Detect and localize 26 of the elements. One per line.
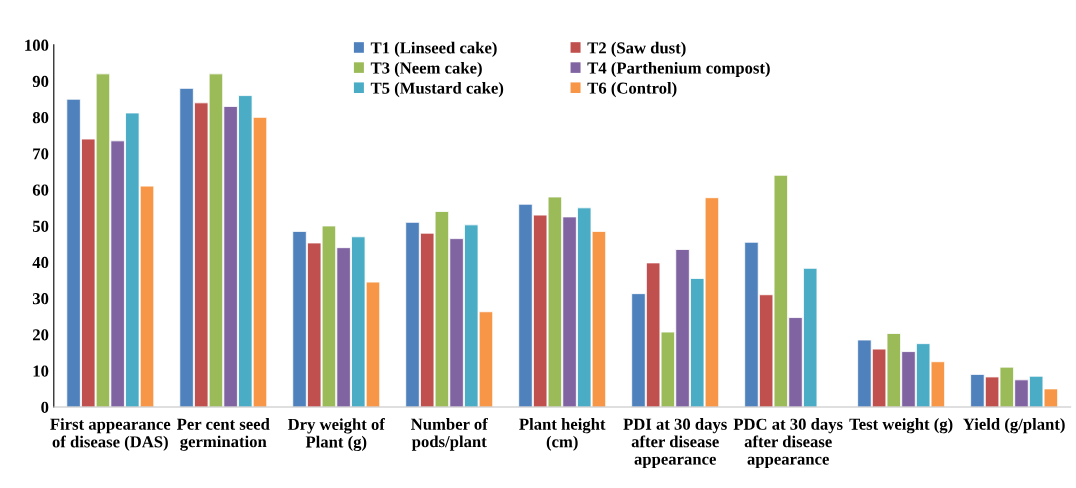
legend-label: T3 (Neem cake) (370, 61, 482, 78)
y-tick-label: 100 (25, 39, 49, 51)
y-tick-label: 40 (32, 256, 49, 269)
legend-label: T6 (Control) (587, 82, 677, 98)
x-tick-label: Number of pods/plant (411, 417, 488, 451)
y-tick-label: 60 (32, 184, 49, 196)
y-tick-label: 90 (32, 75, 49, 88)
y-tick-label: 50 (32, 220, 49, 232)
x-tick-label: Per cent seed germination (176, 418, 270, 451)
y-tick-label: 0 (41, 401, 49, 413)
y-tick-label: 30 (32, 293, 49, 305)
x-tick-label: PDC at 30 days after disease appearance (733, 418, 843, 469)
x-tick-label: PDI at 30 days after disease appearance (623, 418, 727, 469)
legend-label: T5 (Mustard cake) (370, 82, 504, 98)
y-tick-label: 20 (32, 329, 49, 341)
legend-label: T4 (Parthenium compost) (587, 61, 770, 78)
legend-label: T2 (Saw dust) (587, 41, 686, 57)
x-tick-label: Test weight (g) (849, 418, 953, 434)
y-tick-label: 80 (32, 112, 49, 124)
y-tick-label: 70 (33, 148, 49, 160)
legend-label: T1 (Linseed cake) (370, 41, 497, 57)
x-tick-label: Dry weight of Plant (g) (287, 418, 386, 452)
y-tick-label: 10 (33, 365, 49, 377)
x-tick-label: Plant height (cm) (519, 418, 606, 451)
x-tick-label: First appearance of disease (DAS) (50, 418, 171, 451)
x-tick-label: Yield (g/plant) (963, 418, 1065, 434)
